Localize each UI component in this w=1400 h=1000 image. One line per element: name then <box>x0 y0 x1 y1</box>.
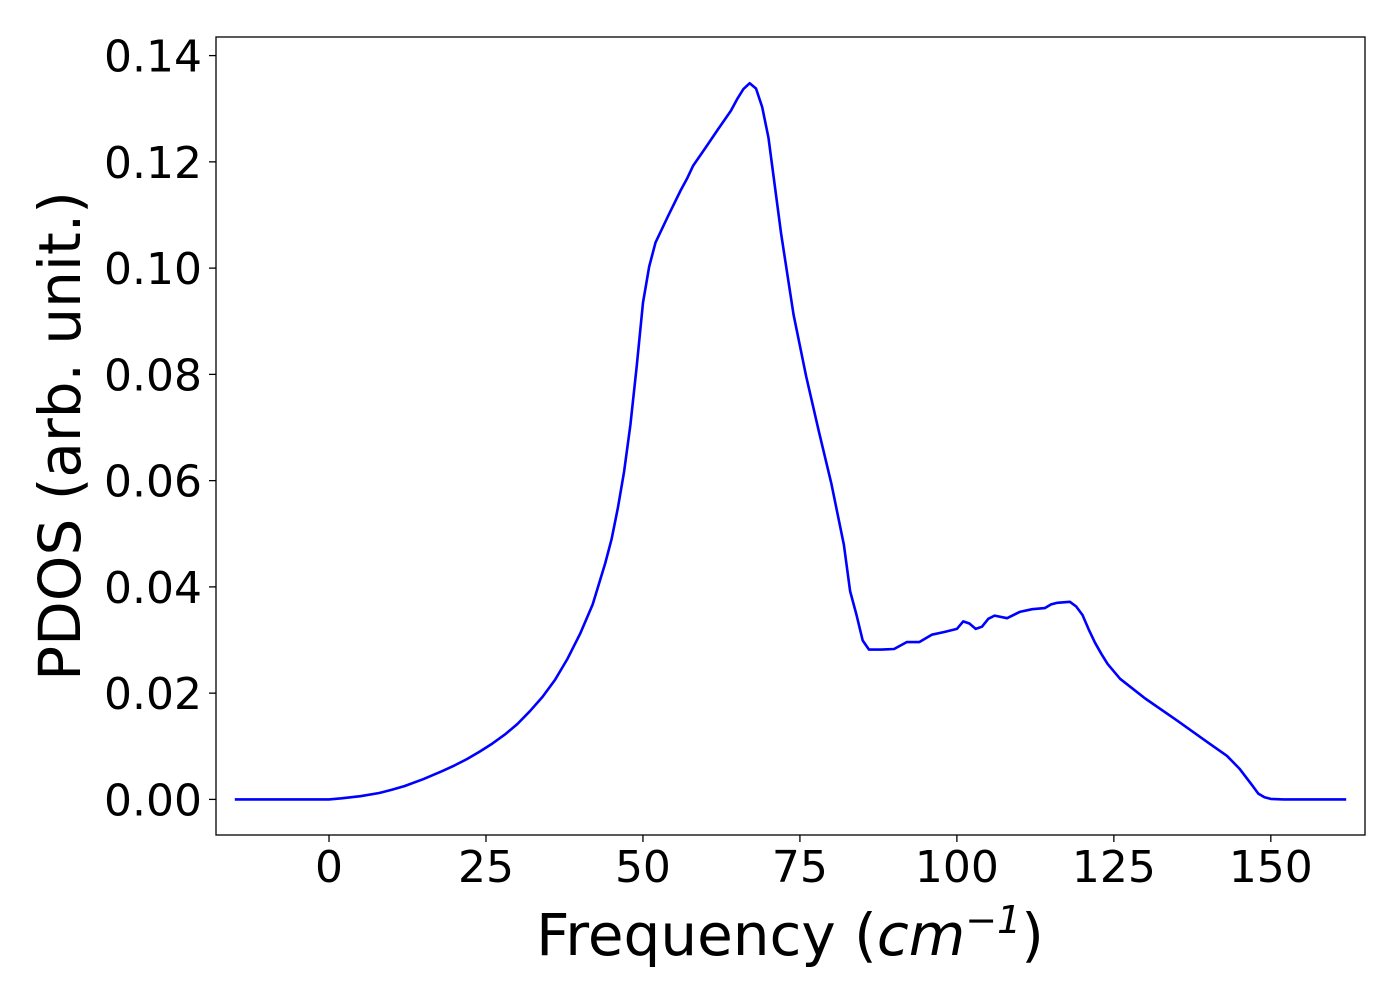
plot-frame <box>215 36 1366 836</box>
x-tick-label: 100 <box>915 842 999 893</box>
x-axis-unit-exponent: −1 <box>965 898 1021 942</box>
y-tick-label: 0.14 <box>104 32 202 83</box>
y-tick-label: 0.06 <box>104 457 202 508</box>
x-tick-label: 125 <box>1072 842 1156 893</box>
pdos-line-0 <box>234 81 1347 801</box>
y-tick-label: 0.08 <box>104 350 202 401</box>
x-axis-ticks: 0 25 50 75 100 125 150 <box>315 835 1313 893</box>
x-axis-label: Frequency (cm−1) <box>536 898 1044 969</box>
y-axis-ticks: 0.00 0.02 0.04 0.06 0.08 0.10 0.12 0.14 <box>104 32 216 826</box>
y-tick-label: 0.00 <box>104 775 202 826</box>
y-tick-label: 0.04 <box>104 563 202 614</box>
y-axis-label: PDOS (arb. unit.) <box>26 191 94 681</box>
x-tick-label: 75 <box>772 842 828 893</box>
x-tick-label: 0 <box>315 842 343 893</box>
x-tick-label: 150 <box>1229 842 1313 893</box>
y-tick-label: 0.12 <box>104 138 202 189</box>
x-axis-unit: cm <box>877 901 965 969</box>
y-tick-label: 0.10 <box>104 244 202 295</box>
y-tick-label: 0.02 <box>104 669 202 720</box>
plot-layer <box>234 81 1347 801</box>
x-tick-label: 25 <box>458 842 514 893</box>
x-tick-label: 50 <box>615 842 671 893</box>
